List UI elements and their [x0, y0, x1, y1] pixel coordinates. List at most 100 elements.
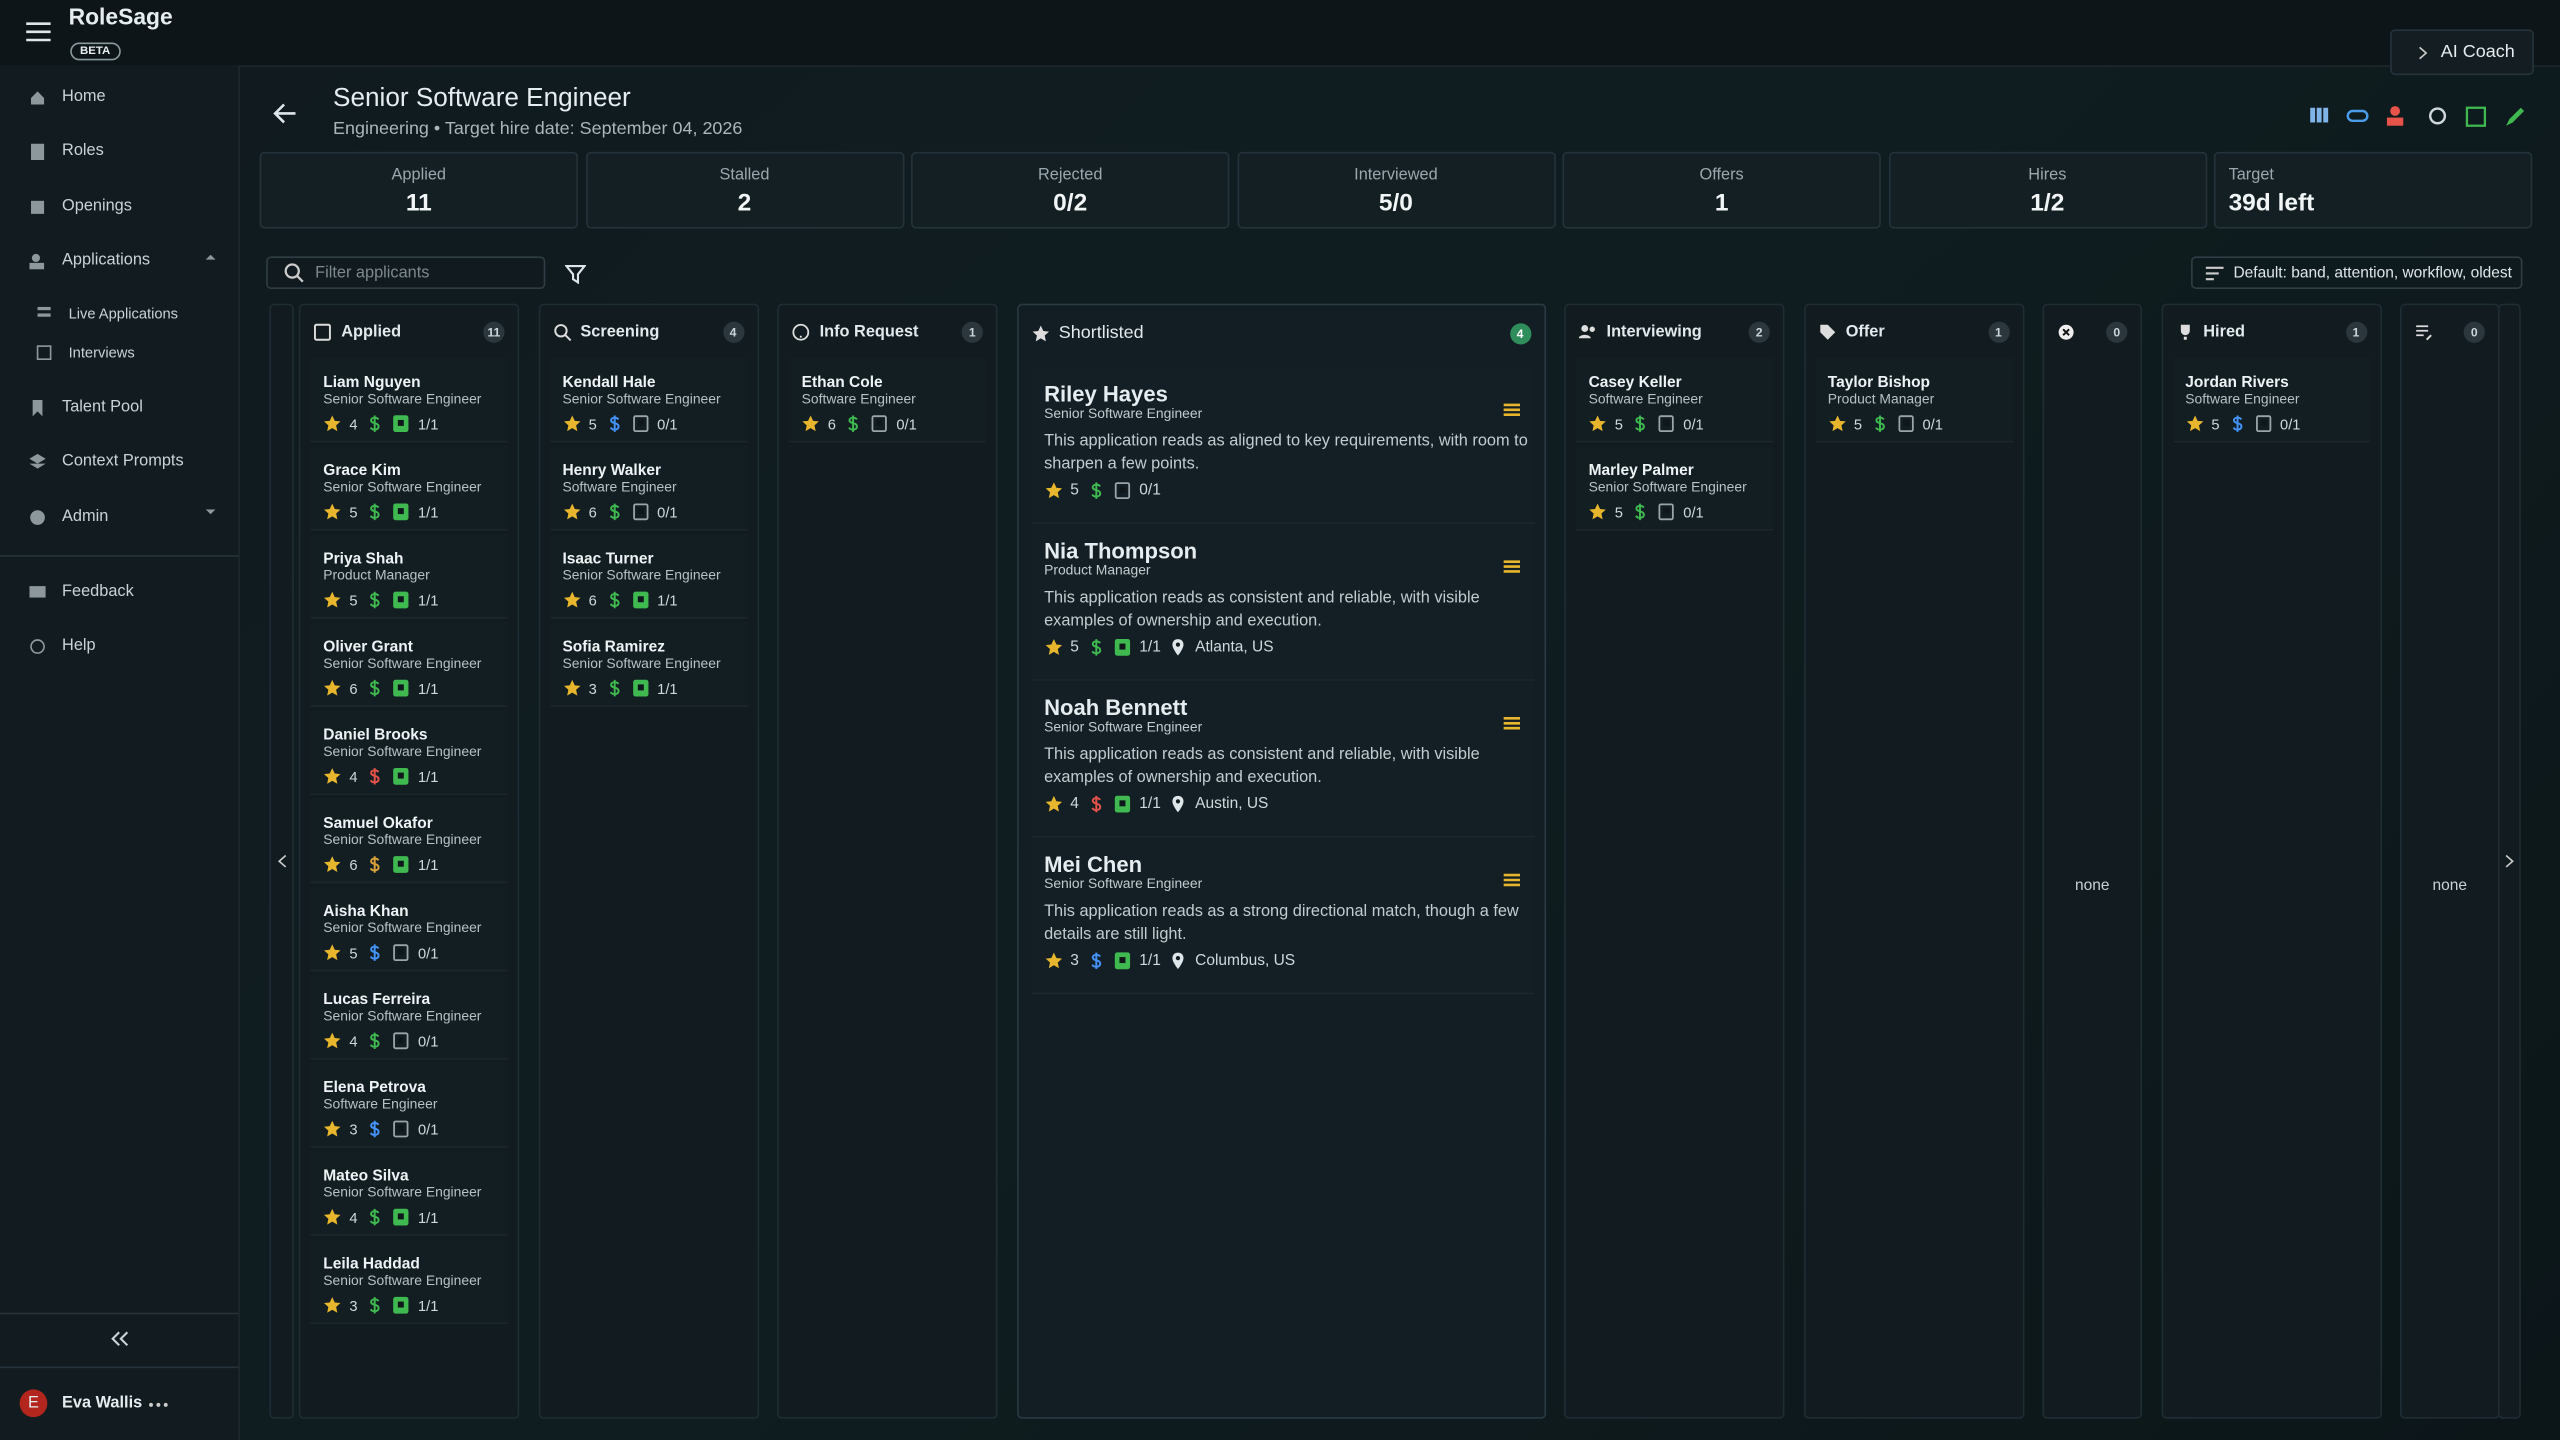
star-icon [563, 591, 580, 608]
applicant-card[interactable]: Priya Shah Product Manager 5 1/1 [310, 533, 508, 619]
column-title: Shortlisted [1058, 323, 1144, 343]
applicant-role: Senior Software Engineer [323, 831, 482, 848]
docs-ratio: 1/1 [417, 768, 439, 785]
applicant-metrics: 4 1/1 [323, 767, 507, 785]
applicant-card[interactable]: Aisha Khan Senior Software Engineer 5 0/1 [310, 886, 508, 972]
nav-item[interactable]: Interviews [36, 344, 135, 361]
applicant-card[interactable]: Riley Hayes Senior Software Engineer This … [1031, 367, 1534, 525]
rating: 6 [588, 503, 597, 520]
scroll-left[interactable] [269, 303, 294, 1419]
nav-item[interactable]: Help [29, 637, 96, 655]
collapse-button[interactable] [109, 1331, 129, 1347]
nav-label: Home [62, 88, 106, 107]
nav-label: Applications [62, 251, 151, 270]
applicant-role: Senior Software Engineer [1044, 875, 1203, 892]
filter-input[interactable]: Filter applicants [266, 256, 546, 289]
refresh-button[interactable] [2428, 107, 2447, 125]
applicant-metrics: 3 1/1 Columbus, US [1044, 952, 1521, 970]
nav-item[interactable]: Live Applications [36, 305, 178, 322]
applicant-card[interactable]: Elena Petrova Software Engineer 3 0/1 [310, 1062, 508, 1148]
edit-button[interactable] [2506, 107, 2525, 126]
column-title: Interviewing [1606, 322, 1702, 341]
column-count: 4 [1509, 322, 1531, 344]
applicant-card[interactable]: Mei Chen Senior Software Engineer This app… [1031, 837, 1534, 995]
applicant-card[interactable]: Ethan Cole Software Engineer 6 0/1 [788, 357, 987, 443]
ai-coach-button[interactable]: AI Coach [2390, 29, 2534, 76]
menu-button[interactable] [26, 21, 52, 42]
stat-label: Offers [1699, 166, 1744, 185]
applicant-name: Taylor Bishop [1827, 373, 1931, 392]
star-icon [1828, 415, 1845, 432]
applicant-role: Software Engineer [562, 478, 677, 495]
pay-icon [1091, 952, 1101, 970]
star-icon [324, 768, 341, 784]
applicant-card[interactable]: Mateo Silva Senior Software Engineer 4 1/1 [310, 1151, 508, 1236]
column-icon [1031, 324, 1049, 341]
applicant-card[interactable]: Isaac Turner Senior Software Engineer 6 1/1 [549, 533, 747, 619]
column: Offer 1 Taylor Bishop Product Manager 5 0/1 [1803, 303, 2024, 1419]
nav-item[interactable]: Home [29, 88, 106, 107]
rating: 5 [349, 591, 358, 609]
applicant-card[interactable]: Oliver Grant Senior Software Engineer 6 1/1 [310, 622, 508, 707]
applicant-card[interactable]: Marley Palmer Senior Software Engineer 5 0/… [1575, 445, 1774, 531]
nav-label: Feedback [62, 582, 134, 601]
applicant-card[interactable]: Daniel Brooks Senior Software Engineer 4 1/… [310, 710, 508, 796]
nav-item[interactable]: Roles [29, 142, 104, 160]
attention-icon [1502, 873, 1520, 887]
applicant-card[interactable]: Grace Kim Senior Software Engineer 5 1/1 [310, 445, 508, 531]
docs-ratio: 1/1 [417, 1297, 439, 1314]
applicant-name: Nia Thompson [1044, 538, 1198, 564]
applicant-name: Mateo Silva [323, 1167, 409, 1186]
applicant-card[interactable]: Henry Walker Software Engineer 6 0/1 [549, 445, 747, 531]
stat-card: Offers 1 [1562, 151, 1881, 229]
location: Austin, US [1195, 795, 1269, 814]
applicant-card[interactable]: Sofia Ramirez Senior Software Engineer 3 1/… [549, 622, 747, 707]
docs-icon [393, 1120, 409, 1138]
nav-item[interactable]: Applications [29, 251, 222, 269]
candidates-button[interactable] [2386, 106, 2404, 126]
location-icon [1172, 639, 1184, 656]
board-view[interactable] [2310, 107, 2329, 123]
stat-label: Hires [2028, 166, 2067, 185]
applicant-card[interactable]: Samuel Okafor Senior Software Engineer 6 1/… [310, 798, 508, 884]
link-button[interactable] [2346, 109, 2369, 123]
docs-ratio: 0/1 [1683, 415, 1704, 432]
user-menu[interactable] [149, 1402, 169, 1407]
applicant-card[interactable]: Lucas Ferreira Senior Software Engineer 4 0… [310, 974, 508, 1060]
applicant-card[interactable]: Taylor Bishop Product Manager 5 0/1 [1814, 357, 2013, 443]
rating: 3 [1070, 951, 1079, 970]
applicant-metrics: 5 0/1 [1589, 415, 1773, 433]
nav-item[interactable]: Talent Pool [29, 398, 143, 416]
applicant-card[interactable]: Casey Keller Software Engineer 5 0/1 [1575, 357, 1774, 443]
applicant-card[interactable]: Liam Nguyen Senior Software Engineer 4 1/1 [310, 357, 508, 443]
column-icon [313, 322, 331, 340]
back-button[interactable] [273, 103, 297, 124]
applicant-card[interactable]: Kendall Hale Senior Software Engineer 5 0/1 [549, 357, 747, 443]
filter-button[interactable] [564, 264, 587, 285]
nav-label: Context Prompts [62, 452, 184, 471]
location-icon [1172, 795, 1184, 813]
scroll-right[interactable] [2497, 303, 2521, 1419]
column-title: Hired [2203, 322, 2245, 341]
star-icon [324, 503, 341, 520]
applicant-role: Senior Software Engineer [1044, 404, 1203, 422]
applicant-metrics: 6 0/1 [562, 503, 746, 521]
calendar-button[interactable] [2465, 106, 2487, 127]
applicant-card[interactable]: Noah Bennett Senior Software Engineer This… [1031, 680, 1534, 838]
applicant-role: Senior Software Engineer [562, 566, 721, 583]
sort-button[interactable]: Default: band, attention, workflow, olde… [2191, 256, 2523, 289]
docs-icon [393, 503, 409, 521]
nav-item[interactable]: Feedback [29, 582, 134, 601]
docs-icon [393, 856, 409, 873]
column: Applied 11 Liam Nguyen Senior Software Engi… [298, 303, 520, 1419]
applicant-card[interactable]: Jordan Rivers Software Engineer 5 0/1 [2172, 357, 2370, 443]
applicant-card[interactable]: Leila Haddad Senior Software Engineer 3 1/1 [310, 1239, 508, 1325]
applicant-card[interactable]: Nia Thompson Product Manager This applicat… [1031, 524, 1534, 681]
docs-icon [1114, 795, 1130, 813]
star-icon [324, 944, 341, 961]
nav-item[interactable]: Admin [29, 508, 222, 526]
column-count: 11 [483, 320, 505, 343]
nav-item[interactable]: Context Prompts [29, 452, 184, 471]
nav-item[interactable]: Openings [29, 198, 132, 216]
applicant-metrics: 5 0/1 [1828, 415, 2012, 433]
